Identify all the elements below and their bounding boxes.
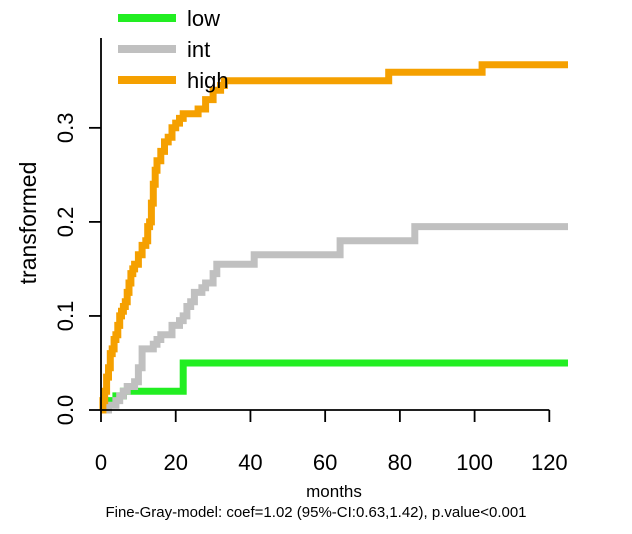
legend-label-low: low [187,6,220,31]
series-layer [99,61,568,414]
y-tick-label: 0.3 [53,113,78,144]
x-tick-label: 100 [456,450,493,475]
legend-label-high: high [187,68,229,93]
x-axis-label: months [306,482,362,501]
x-axis: 0 20 40 60 80 100 120 [95,409,568,475]
series-line-int [101,223,568,414]
x-tick-label: 0 [95,450,107,475]
legend: low int high [118,6,229,93]
series-line-high [99,61,568,414]
y-tick-label: 0.0 [53,395,78,426]
y-axis-label: transformed [15,162,41,285]
x-tick-label: 40 [238,450,262,475]
model-annotation: Fine-Gray-model: coef=1.02 (95%-CI:0.63,… [105,504,527,521]
y-tick-label: 0.2 [53,207,78,238]
y-axis: 0.0 0.1 0.2 0.3 [53,38,102,426]
legend-label-int: int [187,37,210,62]
y-tick-label: 0.1 [53,301,78,332]
x-tick-label: 120 [531,450,568,475]
x-tick-label: 60 [313,450,337,475]
x-tick-label: 80 [388,450,412,475]
x-tick-label: 20 [163,450,187,475]
series-line-low [101,359,568,414]
